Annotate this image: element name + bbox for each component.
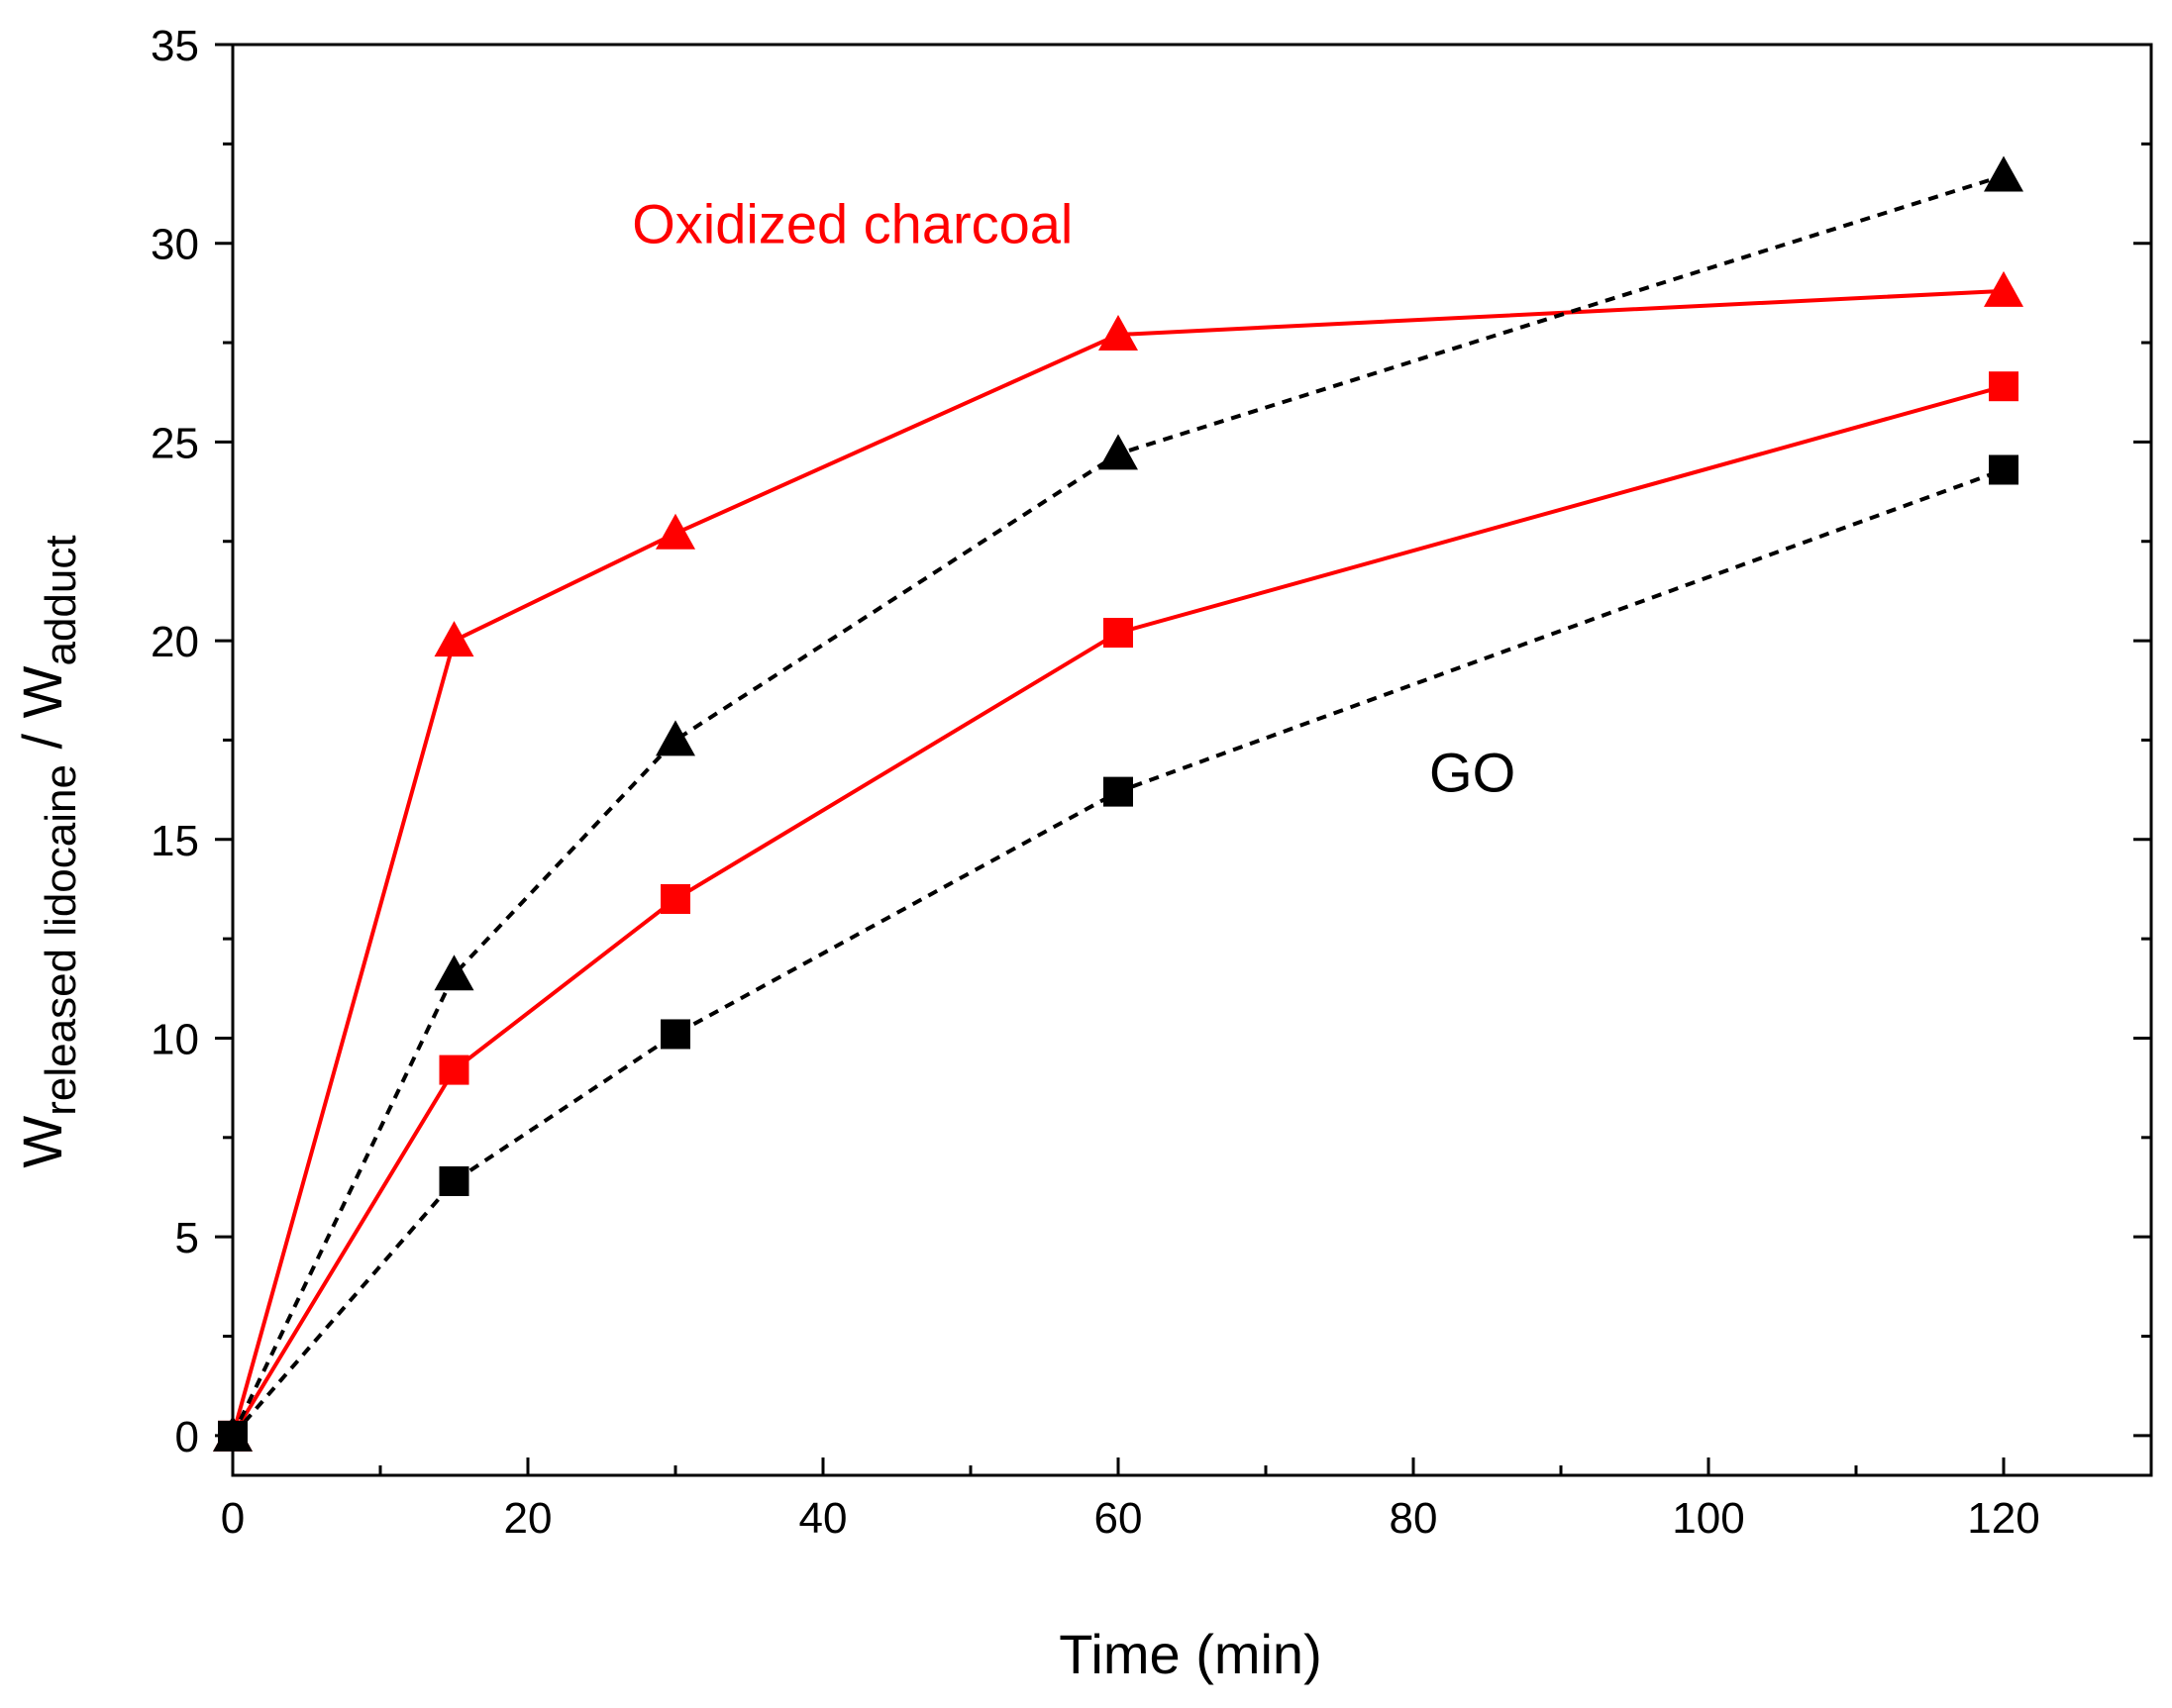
x-tick-label: 20 — [504, 1494, 553, 1543]
y-tick-label: 5 — [175, 1214, 199, 1262]
data-point-triangle-2-3 — [1098, 434, 1138, 470]
annotations: Oxidized charcoal GO — [632, 193, 1515, 804]
data-point-square-3-3 — [1103, 776, 1133, 807]
annotation-label-1: GO — [1429, 742, 1515, 804]
data-point-triangle-0-1 — [434, 621, 474, 657]
y-axis-title-mid: / W — [11, 665, 73, 764]
annotation-label-0: Oxidized charcoal — [632, 193, 1073, 255]
data-point-square-3-4 — [1989, 454, 2018, 485]
data-point-triangle-0-4 — [1984, 270, 2023, 307]
x-tick-label: 0 — [221, 1494, 245, 1543]
y-tick-label: 10 — [151, 1015, 199, 1063]
data-point-square-1-3 — [1103, 618, 1133, 649]
series-line-3 — [231, 467, 2005, 1438]
y-axis-title: Wreleased lidocaine / Wadduct — [11, 535, 85, 1167]
y-tick-label: 15 — [151, 817, 199, 865]
x-tick-label: 120 — [1967, 1494, 2039, 1543]
series-line-1 — [231, 384, 2005, 1437]
ticks: 0 20 40 60 80 100 120 0 5 10 15 20 25 30 35 — [151, 22, 2153, 1543]
y-axis-title-sub2: adduct — [37, 535, 85, 665]
data-point-square-3-2 — [661, 1019, 690, 1050]
y-tick-label: 30 — [151, 221, 199, 269]
y-axis-title-sub1: released lidocaine — [37, 764, 85, 1116]
x-tick-label: 100 — [1672, 1494, 1744, 1543]
y-tick-label: 35 — [151, 22, 199, 70]
data-point-square-1-2 — [661, 883, 690, 914]
data-point-triangle-2-1 — [434, 954, 474, 991]
data-point-square-1-1 — [439, 1055, 469, 1085]
data-point-triangle-2-2 — [656, 720, 695, 756]
data-point-triangle-0-3 — [1098, 315, 1138, 352]
axes — [231, 43, 2153, 1477]
data-point-triangle-2-4 — [1984, 155, 2023, 192]
x-tick-label: 60 — [1094, 1494, 1143, 1543]
y-axis-title-w1: W — [11, 1116, 73, 1168]
x-axis-title: Time (min) — [1059, 1623, 1321, 1685]
y-tick-label: 25 — [151, 419, 199, 467]
y-tick-label: 0 — [175, 1413, 199, 1461]
plot-frame — [231, 43, 2153, 1477]
x-tick-label: 80 — [1390, 1494, 1438, 1543]
x-tick-label: 40 — [799, 1494, 848, 1543]
series-line-2 — [231, 173, 2005, 1437]
data-point-square-3-1 — [439, 1165, 469, 1196]
y-tick-label: 20 — [151, 618, 199, 666]
series-markers — [213, 155, 2023, 1452]
data-point-triangle-0-2 — [656, 513, 695, 550]
data-point-square-1-4 — [1989, 371, 2018, 402]
